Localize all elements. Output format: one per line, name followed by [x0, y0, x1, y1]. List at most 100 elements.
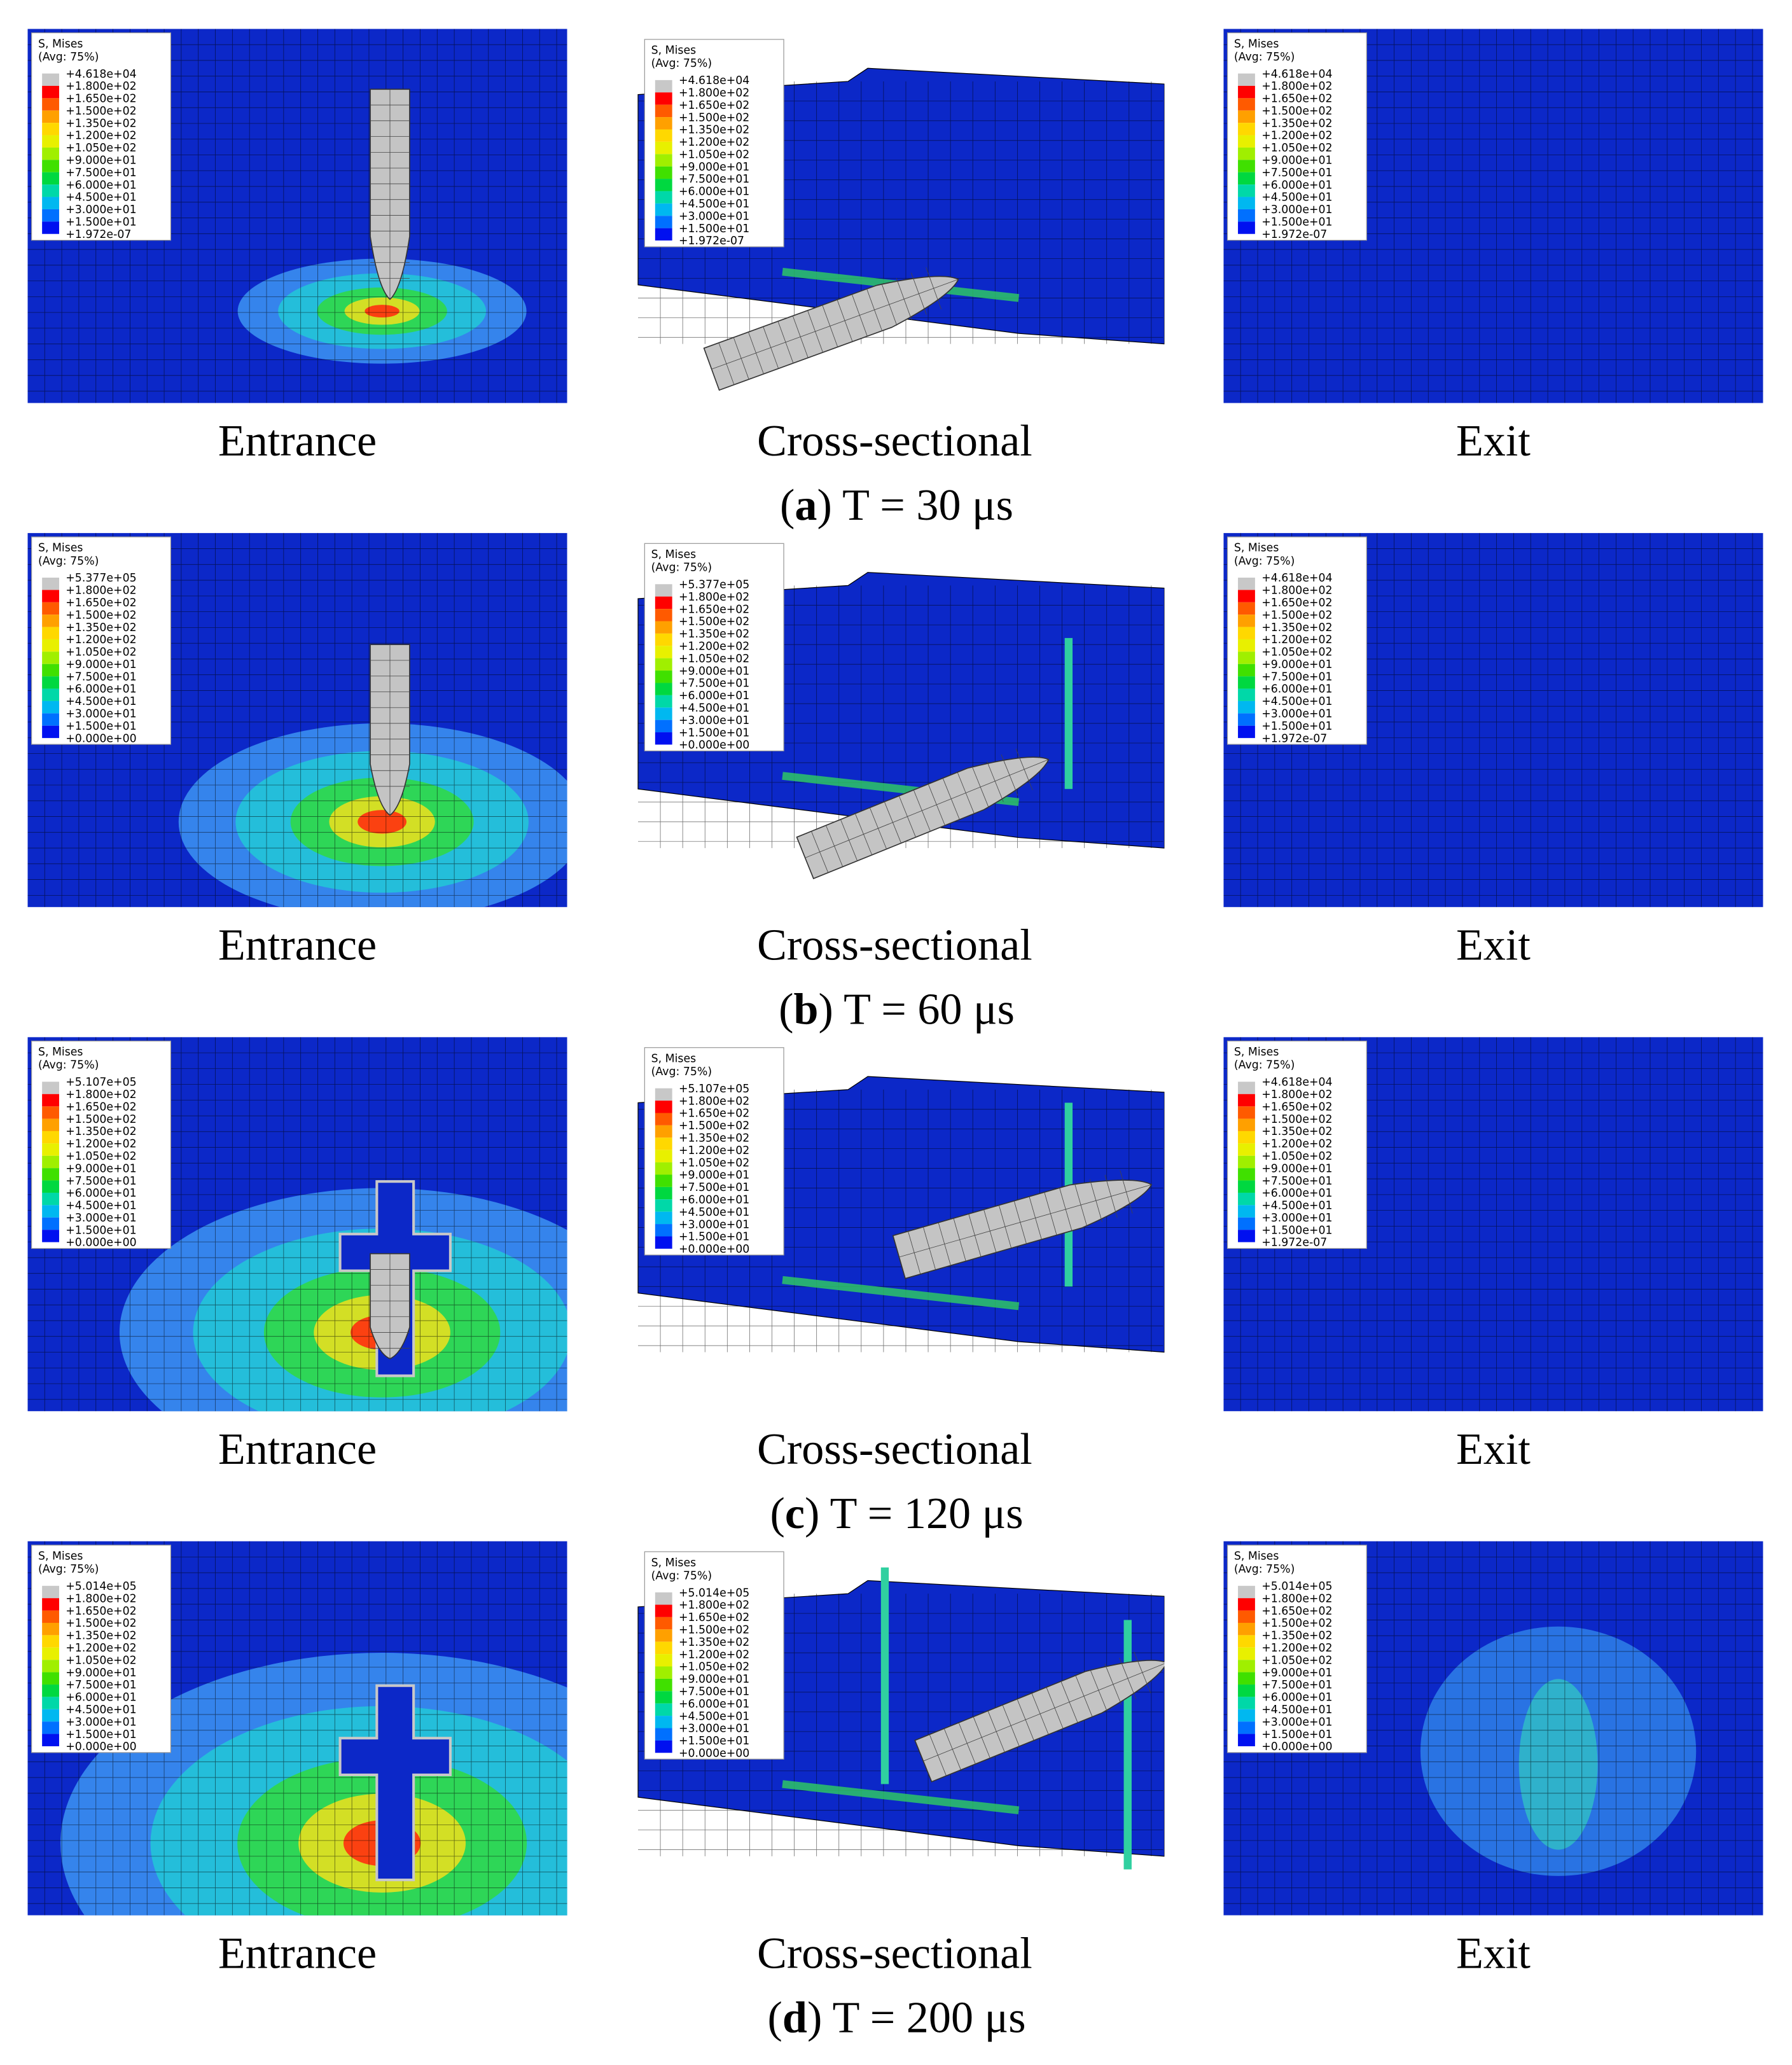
panel-title: Cross-sectional: [757, 1928, 1032, 1978]
legend-value: +5.377e+05: [679, 578, 749, 591]
legend-swatch: [655, 1678, 672, 1692]
legend-swatch: [42, 1598, 59, 1611]
legend-title: S, Mises: [1234, 38, 1279, 50]
legend-swatch: [1238, 1610, 1255, 1623]
legend-value: +4.500e+01: [1261, 1200, 1332, 1213]
legend-value: +5.107e+05: [679, 1083, 749, 1095]
legend-value: +1.200e+02: [1261, 1642, 1332, 1655]
legend-value: +1.200e+02: [66, 1642, 136, 1655]
legend-value: +7.500e+01: [66, 1679, 136, 1692]
legend-swatch: [1238, 147, 1255, 160]
legend-value: +1.800e+02: [66, 1592, 136, 1605]
stress-zone: [1518, 1679, 1598, 1850]
legend-value: +7.500e+01: [1261, 671, 1332, 683]
legend-value: +1.800e+02: [1261, 80, 1332, 93]
legend-swatch: [1238, 172, 1255, 185]
panel-title: Entrance: [218, 416, 377, 466]
legend-swatch: [42, 676, 59, 689]
stress-zone: [365, 305, 399, 317]
legend-swatch: [655, 1224, 672, 1237]
legend-value: +1.650e+02: [1261, 93, 1332, 106]
legend-value: +6.000e+01: [679, 186, 749, 198]
panel: S, Mises(Avg: 75%)+4.618e+04+1.800e+02+1…: [27, 29, 567, 403]
legend-swatch: [42, 1647, 59, 1660]
legend-swatch: [655, 1186, 672, 1200]
legend-value: +1.972e-07: [679, 235, 744, 247]
legend-swatch: [1238, 73, 1255, 86]
legend-swatch: [42, 147, 59, 160]
legend-value: +1.200e+02: [66, 130, 136, 143]
caption-part: b: [793, 985, 818, 1034]
legend-swatch: [655, 1101, 672, 1113]
legend-title: S, Mises: [651, 45, 697, 57]
legend-swatch: [42, 1721, 59, 1734]
legend-subtitle: (Avg: 75%): [651, 57, 712, 70]
legend-value: +1.050e+02: [66, 142, 136, 155]
legend-swatch: [42, 651, 59, 664]
legend-swatch: [42, 73, 59, 86]
legend-swatch: [655, 154, 672, 167]
legend-swatch: [1238, 1622, 1255, 1636]
legend-value: +1.500e+02: [1261, 1113, 1332, 1126]
panel-title: Entrance: [218, 1424, 377, 1474]
legend-value: +1.500e+02: [66, 1113, 136, 1126]
legend-value: +9.000e+01: [66, 1162, 136, 1175]
legend-value: +1.800e+02: [1261, 1592, 1332, 1605]
legend-swatch: [1238, 1205, 1255, 1218]
legend-value: +7.500e+01: [1261, 1679, 1332, 1692]
legend-swatch: [42, 1635, 59, 1648]
legend-value: +1.500e+01: [679, 223, 749, 235]
panel: S, Mises(Avg: 75%)+4.618e+04+1.800e+02+1…: [625, 29, 1165, 403]
projectile-mesh: [711, 267, 959, 385]
panel: S, Mises(Avg: 75%)+5.107e+05+1.800e+02+1…: [625, 1037, 1165, 1412]
legend-swatch: [655, 1113, 672, 1125]
legend-swatch: [1238, 590, 1255, 602]
legend-swatch: [1238, 1697, 1255, 1709]
legend-value: +6.000e+01: [679, 1698, 749, 1711]
legend-swatch: [42, 1180, 59, 1193]
panel: S, Mises(Avg: 75%)+5.014e+05+1.800e+02+1…: [625, 1541, 1165, 1916]
legend-title: S, Mises: [651, 1557, 697, 1569]
legend-title: S, Mises: [651, 548, 697, 561]
legend-swatch: [1238, 1217, 1255, 1230]
caption: (b) T = 60 μs: [779, 985, 1015, 1034]
legend-value: +1.650e+02: [66, 597, 136, 609]
legend-value: +0.000e+00: [66, 732, 136, 745]
legend-value: +1.500e+01: [66, 1224, 136, 1237]
panel-title: Cross-sectional: [757, 920, 1032, 970]
legend-swatch: [1238, 1635, 1255, 1648]
legend-swatch: [1238, 1143, 1255, 1156]
legend-swatch: [1238, 1585, 1255, 1599]
legend-subtitle: (Avg: 75%): [1234, 555, 1295, 567]
legend-value: +3.000e+01: [679, 714, 749, 727]
legend-value: +4.500e+01: [66, 1200, 136, 1213]
legend-swatch: [655, 1592, 672, 1605]
projectile-mesh: [370, 89, 410, 300]
legend-swatch: [1238, 1094, 1255, 1107]
legend-swatch: [655, 1728, 672, 1741]
legend-swatch: [655, 141, 672, 155]
legend-value: +1.050e+02: [679, 148, 749, 161]
legend-value: +5.014e+05: [1261, 1580, 1332, 1593]
legend-swatch: [1238, 639, 1255, 652]
legend-value: +1.200e+02: [1261, 634, 1332, 646]
caption: (a) T = 30 μs: [780, 480, 1013, 530]
legend-swatch: [1238, 615, 1255, 627]
legend-swatch: [1238, 1192, 1255, 1206]
legend-swatch: [42, 135, 59, 148]
legend-value: +4.500e+01: [1261, 191, 1332, 204]
legend-swatch: [1238, 725, 1255, 739]
legend-value: +1.350e+02: [66, 117, 136, 130]
legend-swatch: [655, 732, 672, 745]
panel-title: Exit: [1456, 1424, 1531, 1474]
caption-part: (: [780, 480, 795, 530]
legend-swatch: [655, 1641, 672, 1655]
legend-value: +1.800e+02: [1261, 1088, 1332, 1101]
stiffener: [1123, 1620, 1132, 1870]
legend-swatch: [42, 1660, 59, 1672]
legend-value: +1.972e-07: [1261, 1237, 1327, 1249]
legend-swatch: [42, 172, 59, 185]
panel: S, Mises(Avg: 75%)+5.014e+05+1.800e+02+1…: [1223, 1541, 1763, 1916]
legend-value: +1.972e-07: [1261, 228, 1327, 241]
legend-swatch: [655, 1150, 672, 1163]
